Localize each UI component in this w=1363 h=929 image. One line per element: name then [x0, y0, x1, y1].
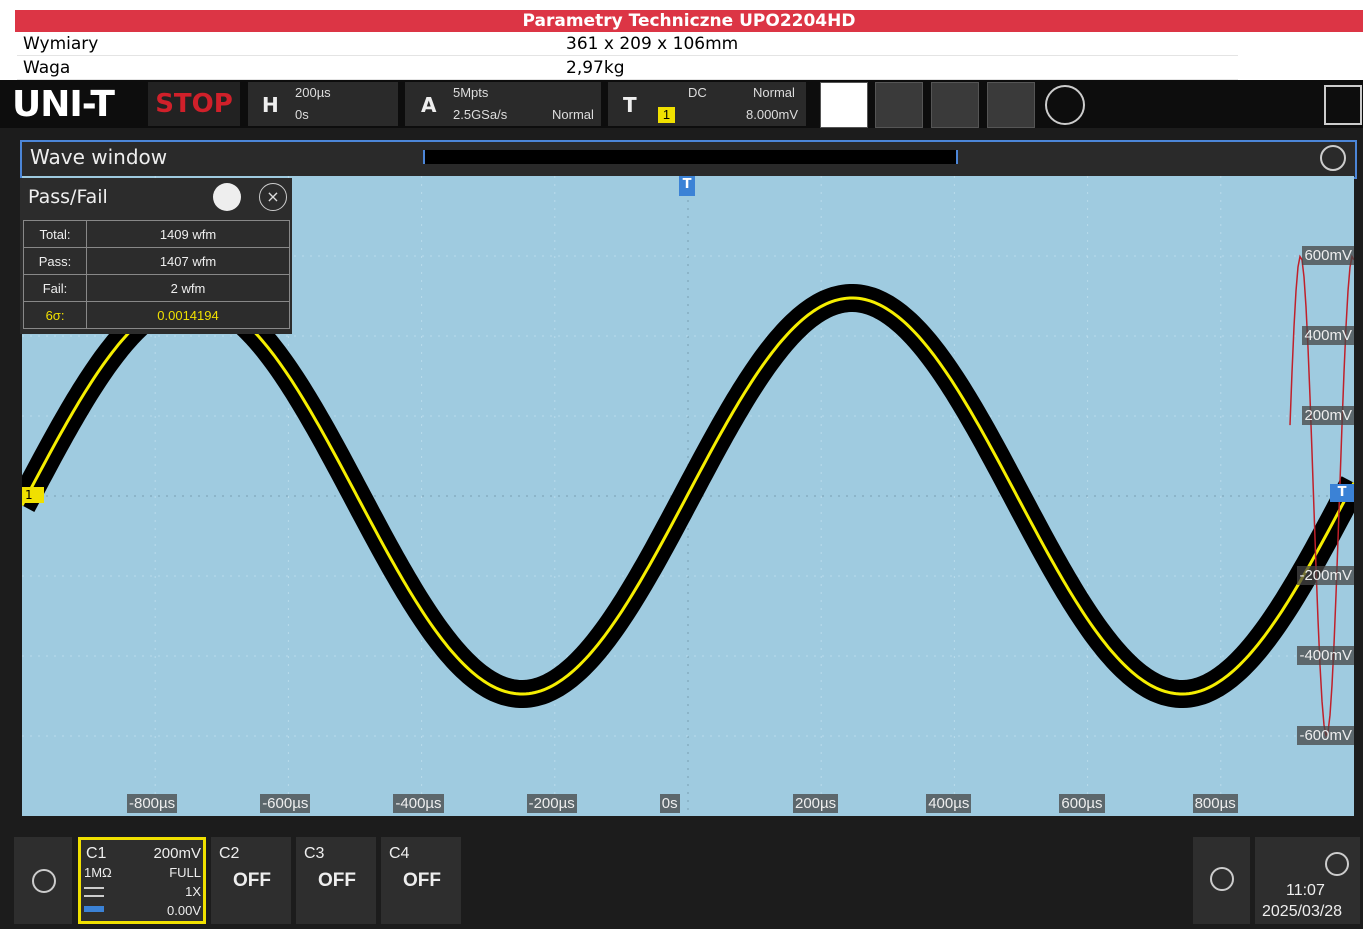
channel-name: C4	[389, 845, 409, 863]
result-label: Pass:	[24, 248, 87, 275]
trigger-mode: Normal	[753, 85, 795, 100]
y-axis-label: 400mV	[1302, 326, 1354, 345]
x-axis-label: 400µs	[926, 794, 971, 813]
sample-rate: 2.5GSa/s	[453, 107, 507, 122]
spec-value: 2,97kg	[560, 57, 1238, 80]
y-axis-label: 200mV	[1302, 406, 1354, 425]
channel-offset: 0.00V	[167, 903, 201, 918]
channel-name: C1	[86, 845, 106, 863]
spec-title: Parametry Techniczne UPO2204HD	[15, 10, 1363, 32]
spec-value: 361 x 209 x 106mm	[560, 33, 1238, 56]
spec-label: Wymiary	[17, 33, 560, 56]
result-label: 6σ:	[24, 302, 87, 329]
result-value: 2 wfm	[87, 275, 290, 302]
y-axis-label: -600mV	[1297, 726, 1354, 745]
fft-icon[interactable]	[987, 82, 1035, 128]
spec-label: Waga	[17, 57, 560, 80]
x-axis-label: -200µs	[527, 794, 577, 813]
run-status[interactable]: STOP	[148, 82, 240, 126]
time-position: 0s	[295, 107, 309, 122]
clock-time: 11:07	[1286, 882, 1325, 900]
table-row: Pass:1407 wfm	[24, 248, 290, 275]
x-axis-label: 800µs	[1193, 794, 1238, 813]
table-row: 6σ:0.0014194	[24, 302, 290, 329]
channel-bandwidth: FULL	[169, 865, 201, 880]
time-scale: 200µs	[295, 85, 331, 100]
channel-marker: 1	[22, 487, 44, 503]
close-button[interactable]: ×	[259, 183, 287, 211]
x-axis-label: -800µs	[127, 794, 177, 813]
result-value: 0.0014194	[87, 302, 290, 329]
bandwidth-icon	[84, 906, 104, 912]
network-icon	[1325, 852, 1349, 876]
channel-impedance: 1MΩ	[84, 865, 112, 880]
acquire-label: A	[421, 93, 436, 117]
x-axis-label: -400µs	[393, 794, 443, 813]
x-axis-label: 200µs	[793, 794, 838, 813]
channel-state: OFF	[318, 870, 356, 892]
pass-fail-title: Pass/Fail	[28, 186, 108, 208]
table-row: Total:1409 wfm	[24, 221, 290, 248]
cursor-icon[interactable]	[875, 82, 923, 128]
trigger-time-marker: T	[679, 176, 695, 196]
coupling-icon	[84, 887, 104, 897]
spacer	[0, 816, 1363, 830]
measure-icon[interactable]	[820, 82, 868, 128]
trigger-label: T	[623, 93, 637, 117]
trigger-level-marker: T	[1330, 484, 1354, 502]
y-axis-label: -200mV	[1297, 566, 1354, 585]
trigger-source: 1	[658, 107, 675, 123]
trigger-coupling: DC	[688, 85, 707, 100]
table-row: Fail:2 wfm	[24, 275, 290, 302]
channel-name: C2	[219, 845, 239, 863]
screenshot: Parametry Techniczne UPO2204HD Wymiary 3…	[0, 0, 1363, 929]
x-axis-label: 0s	[660, 794, 680, 813]
layout-icon[interactable]	[1324, 85, 1362, 125]
memory-depth: 5Mpts	[453, 85, 488, 100]
next-icon	[1210, 867, 1234, 891]
horizontal-label: H	[262, 93, 279, 117]
settings-button[interactable]	[213, 183, 241, 211]
y-axis-label: -400mV	[1297, 646, 1354, 665]
channel-state: OFF	[233, 870, 271, 892]
wave-window-title: Wave window	[30, 145, 167, 169]
x-axis-label: -600µs	[260, 794, 310, 813]
result-value: 1409 wfm	[87, 221, 290, 248]
y-axis-label: 600mV	[1302, 246, 1354, 265]
zoom-icon[interactable]	[1320, 145, 1346, 171]
channel-probe: 1X	[185, 884, 201, 899]
brand: UNI-T	[12, 84, 114, 125]
trigger-level: 8.000mV	[746, 107, 798, 122]
channel-state: OFF	[403, 870, 441, 892]
math-icon[interactable]	[931, 82, 979, 128]
x-axis-label: 600µs	[1059, 794, 1104, 813]
channel-scale: 200mV	[153, 845, 201, 862]
memory-bar	[423, 150, 958, 164]
acquire-mode: Normal	[552, 107, 594, 122]
clock-date: 2025/03/28	[1262, 903, 1342, 921]
result-value: 1407 wfm	[87, 248, 290, 275]
result-label: Total:	[24, 221, 87, 248]
result-label: Fail:	[24, 275, 87, 302]
prev-icon	[32, 869, 56, 893]
channel-name: C3	[304, 845, 324, 863]
search-icon[interactable]	[1045, 85, 1085, 125]
